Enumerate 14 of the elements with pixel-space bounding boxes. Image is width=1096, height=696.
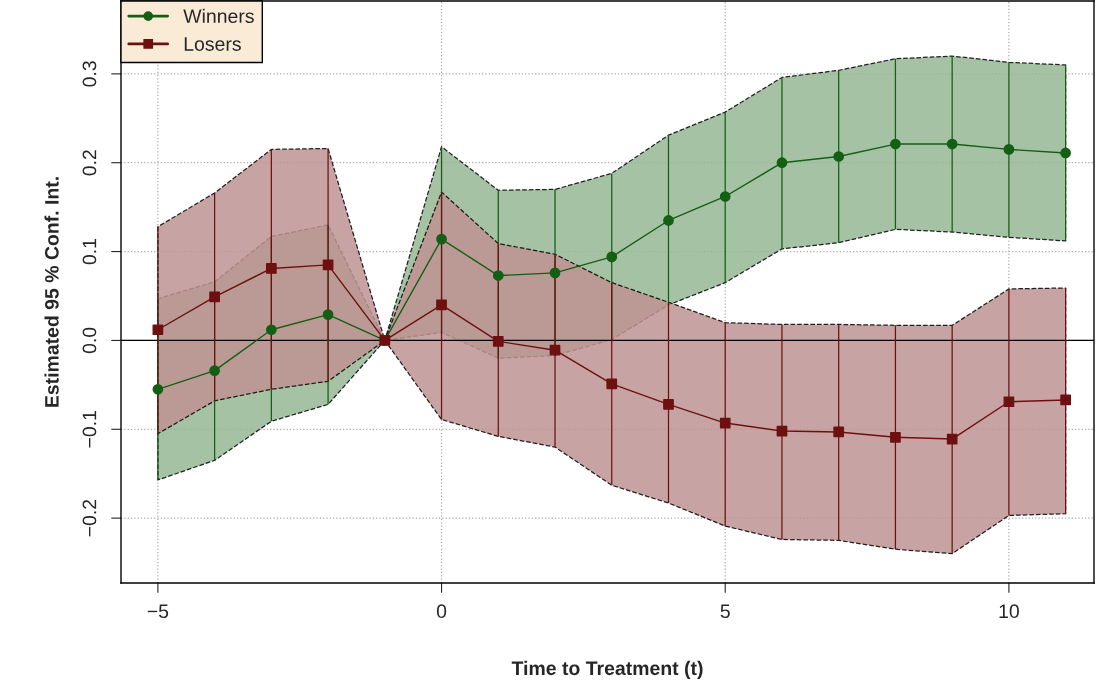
y-tick-label: 0.2 <box>82 150 97 176</box>
y-axis-title: Estimated 95 % Conf. Int. <box>44 177 59 407</box>
y-tick-label: −0.2 <box>82 499 97 537</box>
legend-label: Winners <box>183 8 254 24</box>
x-tick-label: 10 <box>999 604 1019 619</box>
x-tick-label: 0 <box>436 604 447 619</box>
x-tick-label: 5 <box>720 604 730 619</box>
x-axis-title: Time to Treatment (t) <box>511 660 703 679</box>
y-tick-label: 0.3 <box>82 61 97 87</box>
y-tick-label: 0.0 <box>82 327 97 354</box>
x-tick-label: −5 <box>147 604 169 619</box>
y-tick-label: 0.1 <box>82 239 97 265</box>
y-tick-label: −0.1 <box>82 411 97 448</box>
legend-label: Losers <box>184 37 241 51</box>
